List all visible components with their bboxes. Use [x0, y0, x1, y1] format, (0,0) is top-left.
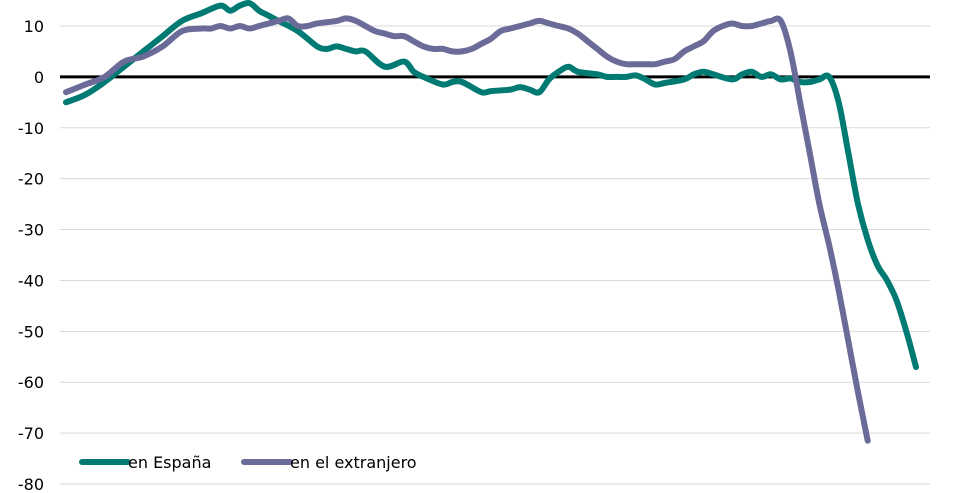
y-tick-label: -50 — [18, 322, 44, 341]
legend-label: en España — [128, 453, 211, 472]
y-tick-label: -40 — [18, 271, 44, 290]
y-tick-label: -80 — [18, 475, 44, 493]
series-line-extranjero — [63, 15, 871, 444]
y-tick-label: -70 — [18, 424, 44, 443]
y-tick-label: -30 — [18, 221, 44, 240]
y-tick-label: 0 — [34, 68, 44, 87]
legend-label: en el extranjero — [290, 453, 417, 472]
y-tick-label: -10 — [18, 119, 44, 138]
y-tick-label: -60 — [18, 373, 44, 392]
series-line-espana — [63, 0, 919, 370]
y-tick-labels: 10 0 -10 -20 -30 -40 -50 -60 -70 -80 — [18, 17, 44, 493]
y-tick-label: 10 — [24, 17, 44, 36]
series-lines — [63, 0, 919, 444]
y-tick-label: -20 — [18, 170, 44, 189]
legend: en España en el extranjero — [79, 453, 417, 472]
